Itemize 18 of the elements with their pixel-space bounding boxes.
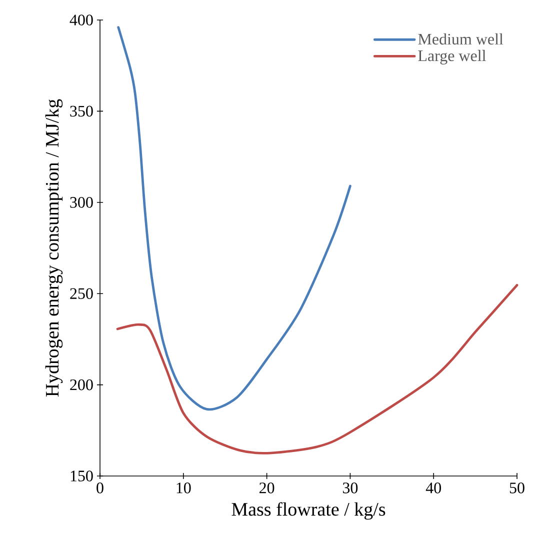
legend-label: Medium well xyxy=(418,33,504,45)
x-tick-label: 50 xyxy=(510,482,524,494)
y-tick-label: 300 xyxy=(70,197,93,208)
x-tick-label: 30 xyxy=(342,482,358,494)
legend-label: Large well xyxy=(418,50,486,64)
y-tick-label: 150 xyxy=(70,470,93,482)
x-tick-label: 10 xyxy=(176,482,191,494)
y-axis-title: Hydrogen energy consumption / MJ/kg xyxy=(45,99,63,397)
y-tick-label: 400 xyxy=(70,14,93,26)
x-tick-label: 0 xyxy=(96,482,104,494)
y-tick-label: 350 xyxy=(70,106,93,117)
x-tick-label: 40 xyxy=(426,482,441,494)
line-series xyxy=(117,26,352,411)
y-tick-label: 200 xyxy=(70,379,93,390)
y-tick-label: 250 xyxy=(70,288,93,299)
x-tick-label: 20 xyxy=(260,482,274,494)
x-axis-title: Mass flowrate / kg/s xyxy=(232,502,386,520)
line-series xyxy=(116,284,518,454)
